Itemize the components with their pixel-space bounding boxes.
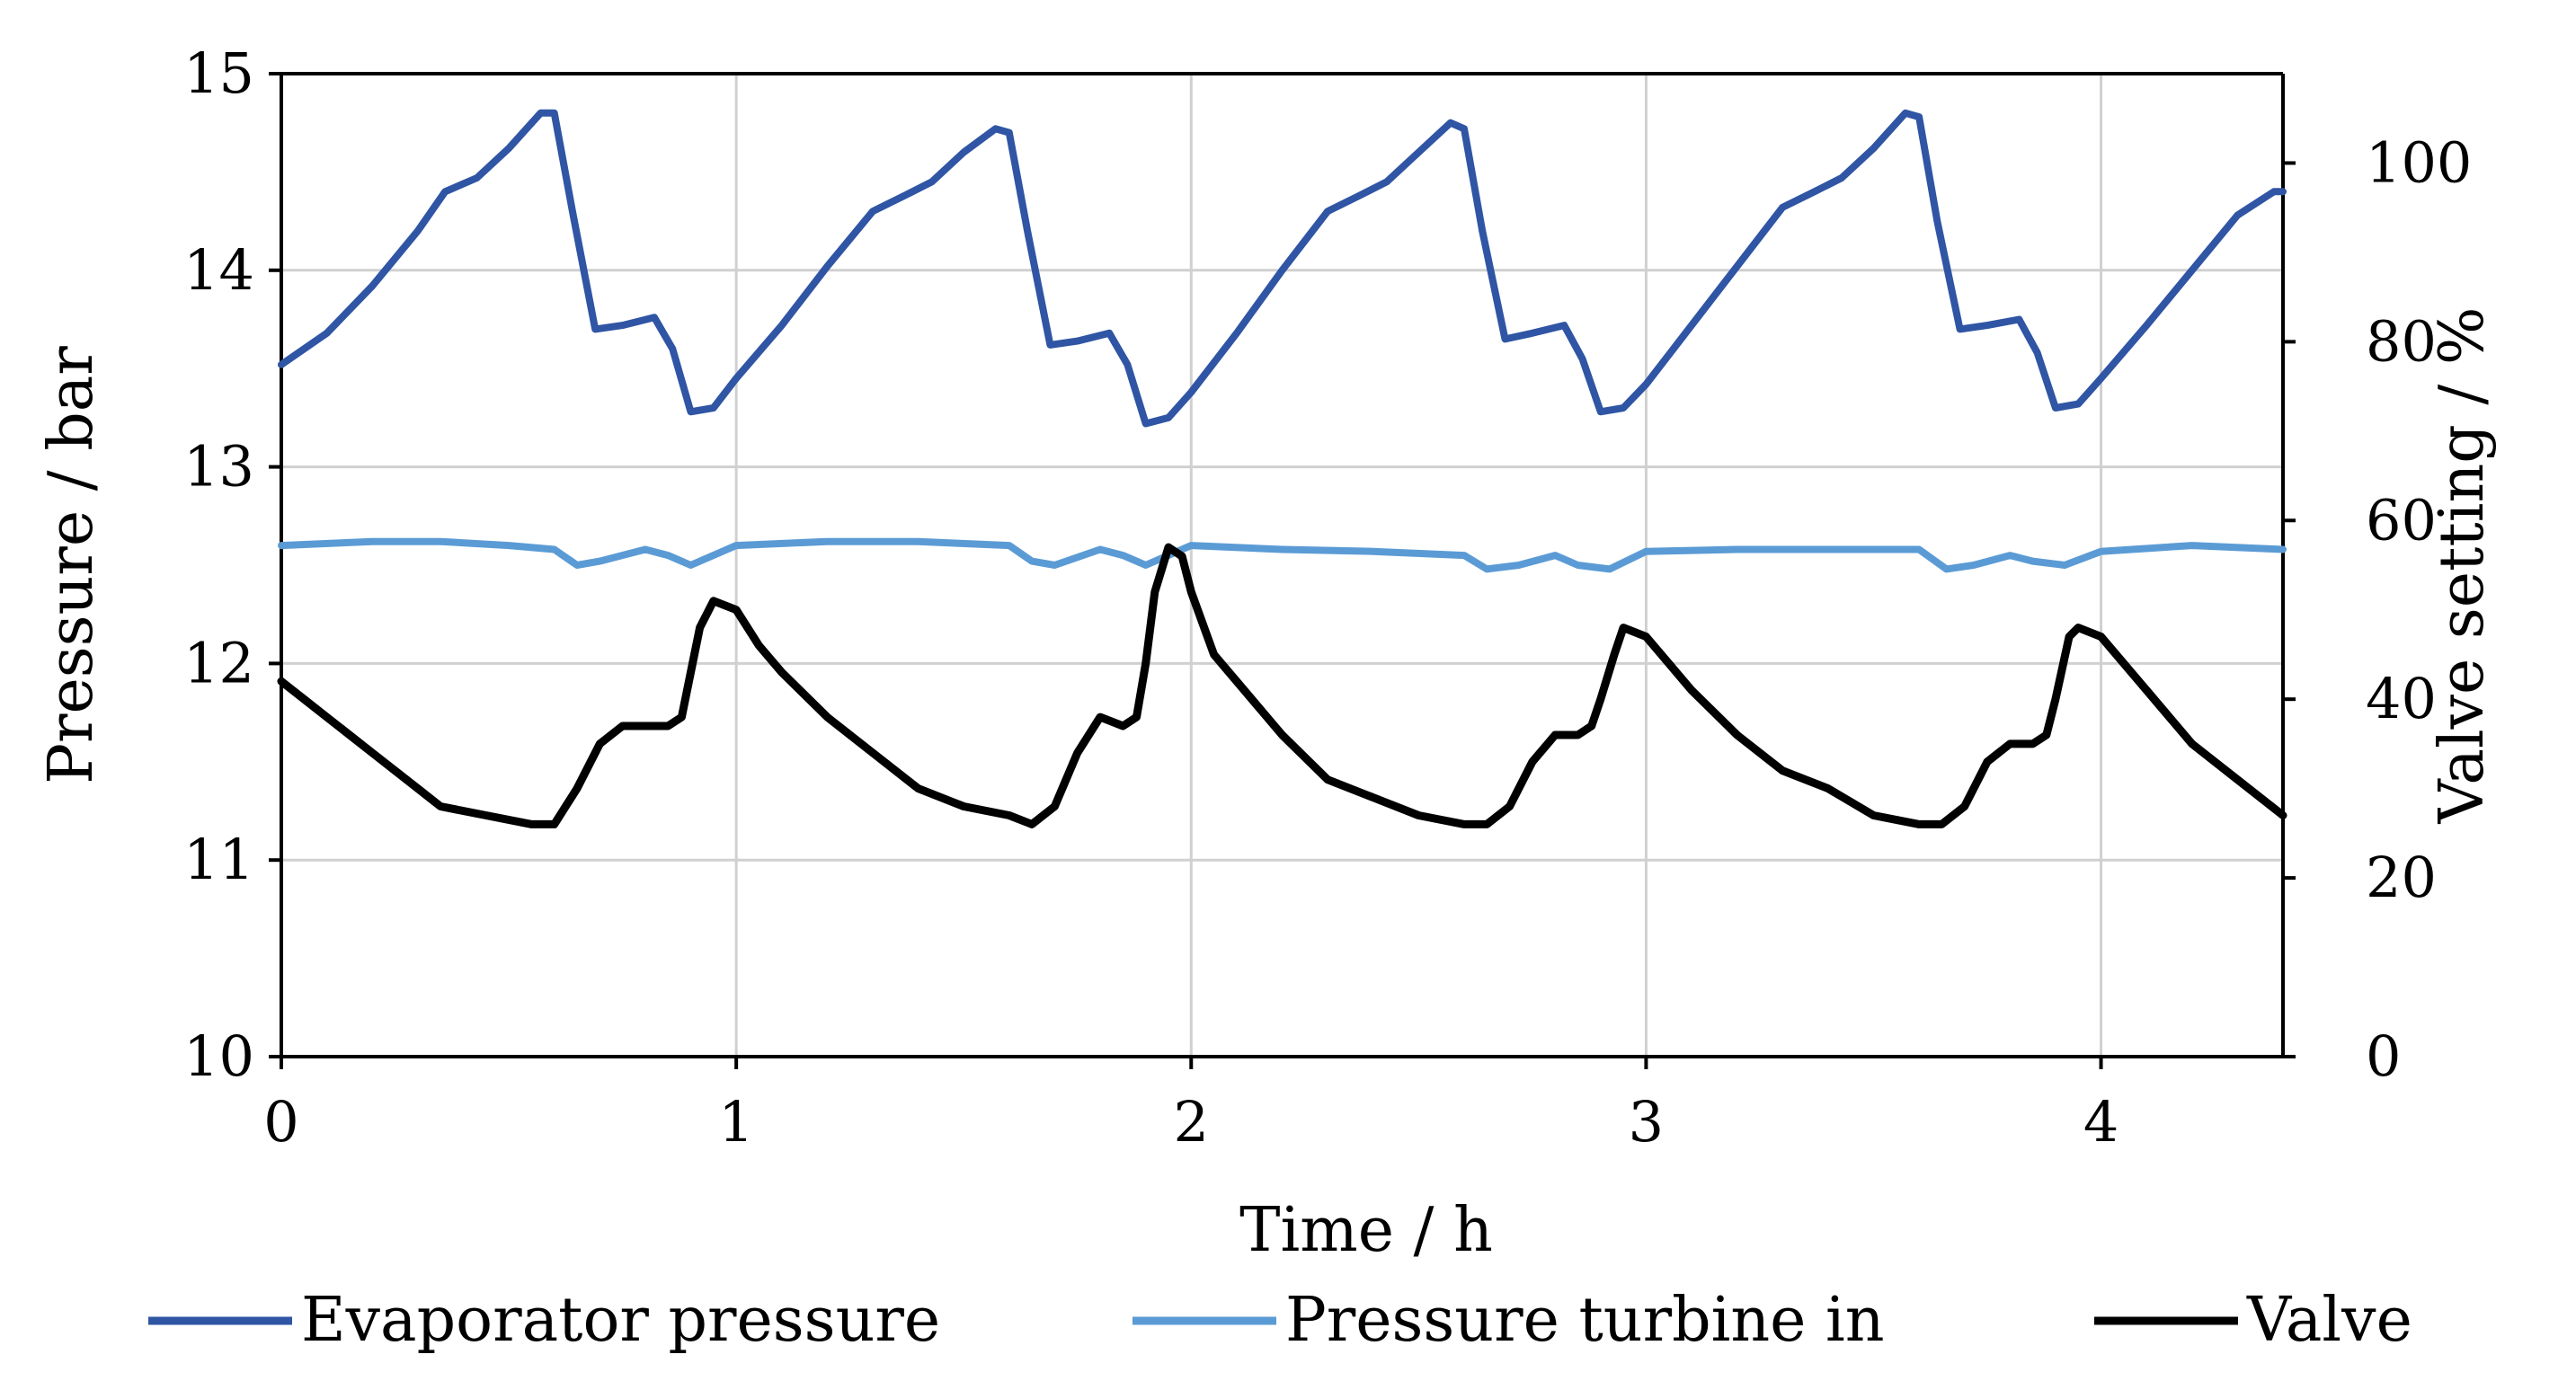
series-pressure-turbine-in-line: [278, 537, 2287, 573]
y-tick-label: 14: [183, 237, 254, 303]
y2-tick-label: 60: [2366, 487, 2437, 553]
y-axis-title: Pressure / bar: [36, 346, 107, 784]
y2-tick-label: 80: [2366, 308, 2437, 374]
grid: [281, 74, 2283, 1057]
legend-label-pressure-turbine-in: Pressure turbine in: [1285, 1285, 1885, 1356]
y-tick-label: 11: [183, 827, 254, 892]
x-tick-label: 0: [263, 1089, 298, 1155]
y2-axis-title: Valve setting / %: [2427, 306, 2498, 824]
x-axis-title: Time / h: [1239, 1195, 1493, 1266]
y2-tick-label: 0: [2366, 1023, 2401, 1089]
y-tick-label: 13: [183, 434, 254, 500]
y2-tick-label: 100: [2366, 129, 2472, 195]
x-tick-label: 1: [718, 1089, 753, 1155]
x-tick-label: 4: [2083, 1089, 2119, 1155]
series-evaporator-pressure-line: [278, 109, 2287, 428]
series-valve-line: [277, 543, 2287, 828]
y2-tick-label: 40: [2366, 666, 2437, 731]
x-tick-label: 2: [1174, 1089, 1209, 1155]
legend: Evaporator pressure Pressure turbine in Va…: [148, 1285, 2412, 1356]
plot-frame: [280, 72, 2285, 1058]
y-tick-label: 12: [183, 630, 254, 695]
legend-label-valve: Valve: [2246, 1285, 2412, 1356]
x-tick-label: 3: [1629, 1089, 1664, 1155]
y-tick-label: 10: [183, 1023, 254, 1089]
series-group: [277, 109, 2287, 828]
y2-tick-label: 20: [2366, 845, 2437, 910]
y-tick-label: 15: [183, 40, 254, 106]
legend-label-evaporator-pressure: Evaporator pressure: [301, 1285, 940, 1356]
